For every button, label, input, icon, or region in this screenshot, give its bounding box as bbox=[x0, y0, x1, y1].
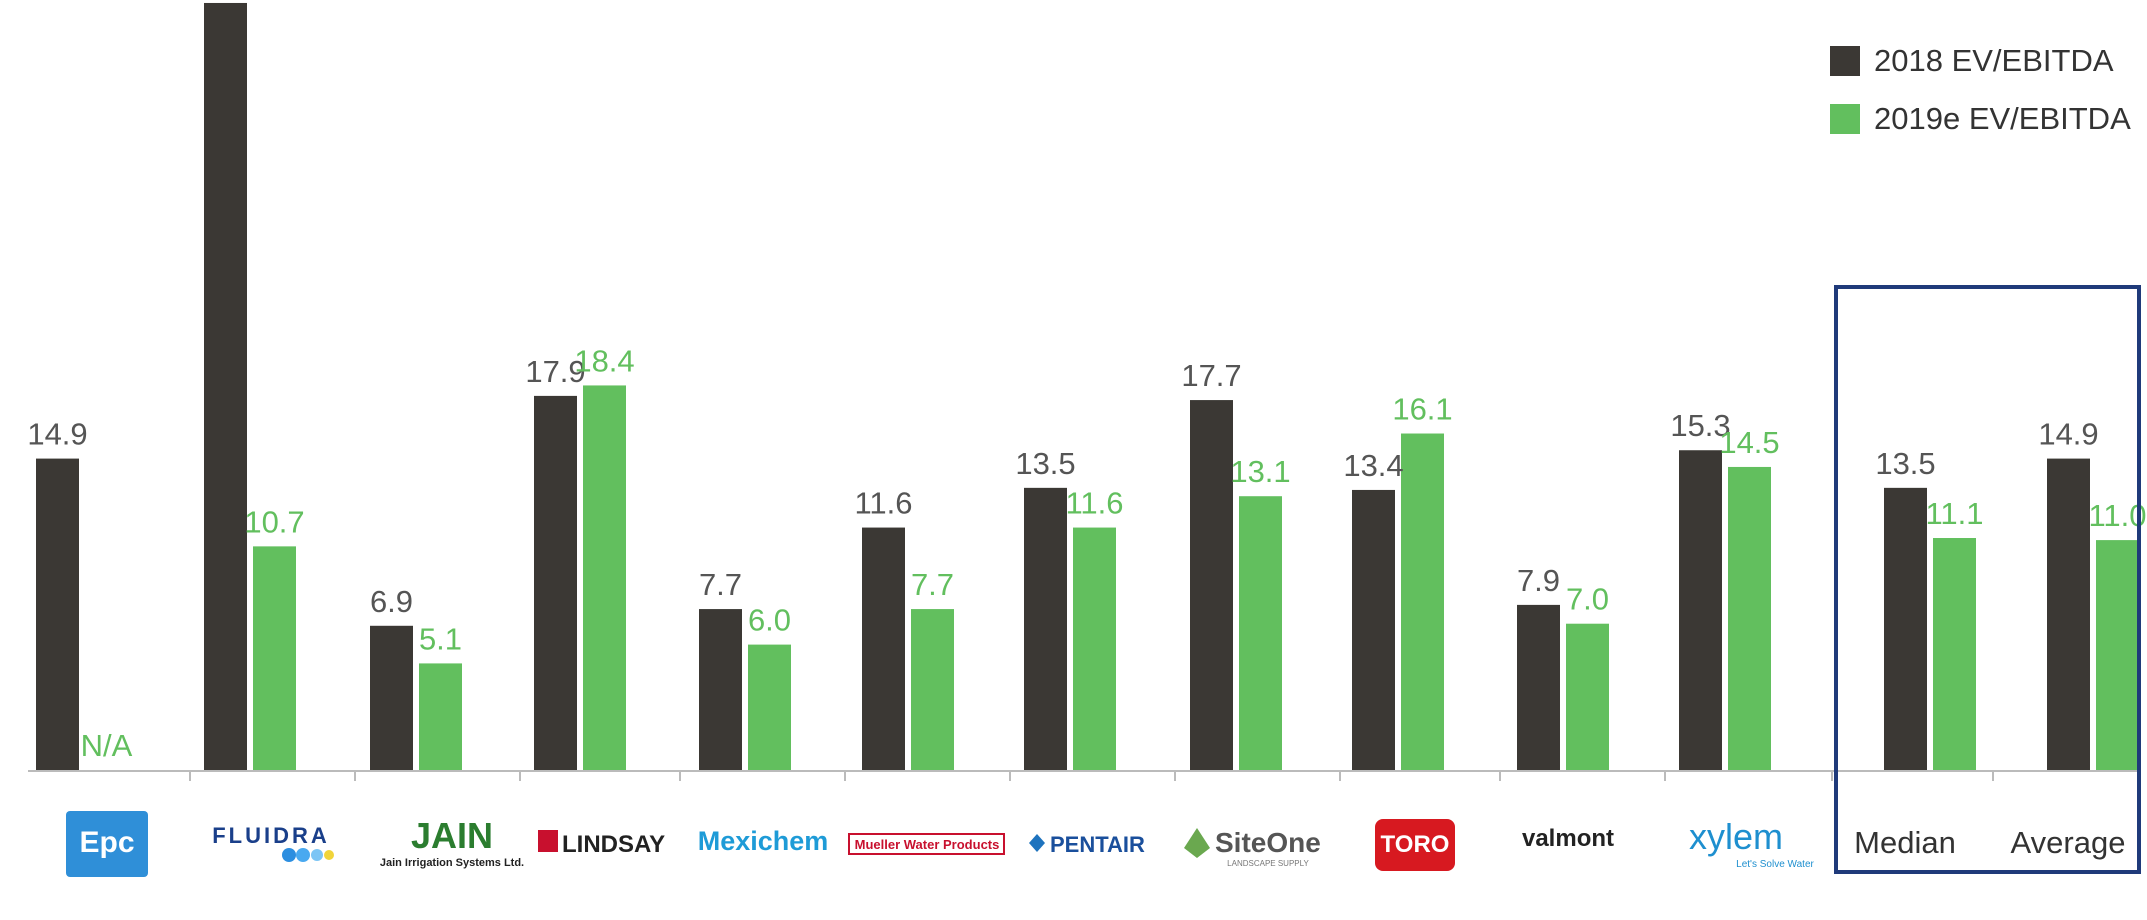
value-label-2019e-6: 11.6 bbox=[1065, 486, 1123, 521]
value-label-2018-6: 13.5 bbox=[1015, 446, 1075, 481]
logo-mexichem-text: Mexichem bbox=[698, 826, 829, 856]
category-logo-mexichem: Mexichem bbox=[698, 826, 829, 856]
logo-jain-subtext: Jain Irrigation Systems Ltd. bbox=[380, 857, 524, 869]
value-labels-group: 14.9N/A36.710.76.95.117.918.47.76.011.67… bbox=[27, 343, 2146, 763]
bar-2018-7 bbox=[1190, 400, 1233, 770]
bar-2018-2 bbox=[370, 625, 413, 770]
category-label-average: Average bbox=[2011, 825, 2126, 860]
value-label-2019e-5: 7.7 bbox=[911, 567, 954, 602]
category-logo-xylem: xylem Let's Solve Water bbox=[1689, 816, 1815, 870]
legend-swatch-2019e bbox=[1830, 104, 1860, 134]
value-label-2019e-1: 10.7 bbox=[244, 504, 304, 539]
category-label-median: Median bbox=[1854, 825, 1956, 860]
category-logo-toro: TORO bbox=[1375, 819, 1455, 871]
bar-2018-5 bbox=[862, 527, 905, 770]
logo-xylem-subtext: Let's Solve Water bbox=[1736, 859, 1814, 870]
value-label-2019e-9: 7.0 bbox=[1566, 582, 1609, 617]
logo-fluidra-text: FLUIDRA bbox=[212, 823, 330, 848]
bar-2018-12 bbox=[2047, 458, 2090, 770]
bar-2019e-10 bbox=[1728, 466, 1771, 770]
value-label-2018-0: 14.9 bbox=[27, 417, 87, 452]
x-axis-ticks bbox=[189, 771, 1994, 781]
bar-2019e-3 bbox=[583, 385, 626, 770]
value-label-2018-3: 17.9 bbox=[525, 354, 585, 389]
logo-siteone-subtext: LANDSCAPE SUPPLY bbox=[1227, 859, 1309, 868]
category-logo-fluidra: FLUIDRA bbox=[212, 823, 334, 862]
category-logo-siteone: SiteOne LANDSCAPE SUPPLY bbox=[1184, 827, 1321, 868]
legend: 2018 EV/EBITDA 2019e EV/EBITDA bbox=[1830, 32, 2131, 148]
value-label-2018-5: 11.6 bbox=[854, 486, 912, 521]
category-logo-pentair: PENTAIR bbox=[1029, 832, 1145, 857]
logo-pentair-text: PENTAIR bbox=[1050, 832, 1145, 857]
legend-label-2018: 2018 EV/EBITDA bbox=[1874, 43, 2114, 78]
bar-2018-10 bbox=[1679, 450, 1722, 770]
value-label-2018-2: 6.9 bbox=[370, 584, 413, 619]
value-label-2019e-2: 5.1 bbox=[419, 621, 462, 656]
bar-2018-4 bbox=[699, 609, 742, 770]
logo-valmont-text: valmont bbox=[1522, 825, 1614, 852]
legend-item-2018: 2018 EV/EBITDA bbox=[1830, 32, 2131, 90]
category-logo-mueller: Mueller Water Products bbox=[848, 833, 1005, 855]
bars-group bbox=[36, 2, 2139, 771]
bar-2019e-5 bbox=[911, 609, 954, 770]
category-logo-valmont: valmont bbox=[1522, 825, 1614, 852]
logo-lindsay-text: LINDSAY bbox=[562, 831, 665, 858]
value-label-2019e-4: 6.0 bbox=[748, 603, 791, 638]
value-label-2019e-0: N/A bbox=[81, 728, 133, 763]
value-label-2018-7: 17.7 bbox=[1181, 358, 1241, 393]
bar-2018-6 bbox=[1024, 487, 1067, 770]
bar-2018-9 bbox=[1517, 604, 1560, 770]
bar-2018-3 bbox=[534, 395, 577, 770]
value-label-2018-10: 15.3 bbox=[1670, 408, 1730, 443]
category-logo-epc: Epc bbox=[66, 811, 148, 877]
value-label-2019e-7: 13.1 bbox=[1230, 454, 1290, 489]
legend-item-2019e: 2019e EV/EBITDA bbox=[1830, 90, 2131, 148]
category-logo-jain: JAIN Jain Irrigation Systems Ltd. bbox=[380, 815, 524, 869]
category-logo-lindsay: LINDSAY bbox=[538, 830, 665, 858]
bar-2019e-2 bbox=[419, 663, 462, 770]
bar-2019e-7 bbox=[1239, 496, 1282, 770]
legend-label-2019e: 2019e EV/EBITDA bbox=[1874, 101, 2131, 136]
bar-2019e-6 bbox=[1073, 527, 1116, 770]
value-label-2019e-10: 14.5 bbox=[1719, 425, 1779, 460]
value-label-2018-11: 13.5 bbox=[1875, 446, 1935, 481]
legend-swatch-2018 bbox=[1830, 46, 1860, 76]
bar-2019e-1 bbox=[253, 546, 296, 770]
value-label-2018-8: 13.4 bbox=[1343, 448, 1403, 483]
bar-2019e-4 bbox=[748, 644, 791, 770]
bar-2018-11 bbox=[1884, 487, 1927, 770]
logo-siteone-text: SiteOne bbox=[1215, 827, 1321, 858]
logo-mueller-text: Mueller Water Products bbox=[855, 837, 1000, 852]
bar-2018-8 bbox=[1352, 489, 1395, 770]
bar-2018-0 bbox=[36, 458, 79, 770]
value-label-2019e-3: 18.4 bbox=[574, 343, 634, 378]
bar-2019e-9 bbox=[1566, 623, 1609, 770]
value-label-2019e-11: 11.1 bbox=[1925, 496, 1983, 531]
logo-epc-text: Epc bbox=[79, 826, 134, 859]
logo-jain-text: JAIN bbox=[411, 815, 493, 856]
value-label-2019e-12: 11.0 bbox=[2088, 498, 2146, 533]
bar-2019e-8 bbox=[1401, 433, 1444, 770]
value-label-2018-9: 7.9 bbox=[1517, 563, 1560, 598]
logo-toro-text: TORO bbox=[1381, 831, 1450, 858]
highlight-box bbox=[1834, 285, 2141, 874]
bar-2018-1 bbox=[204, 2, 247, 771]
bar-2019e-12 bbox=[2096, 540, 2139, 770]
value-label-2018-12: 14.9 bbox=[2038, 417, 2098, 452]
bar-2019e-11 bbox=[1933, 538, 1976, 770]
value-label-2019e-8: 16.1 bbox=[1392, 392, 1452, 427]
logo-xylem-text: xylem bbox=[1689, 816, 1783, 857]
value-label-2018-4: 7.7 bbox=[699, 567, 742, 602]
